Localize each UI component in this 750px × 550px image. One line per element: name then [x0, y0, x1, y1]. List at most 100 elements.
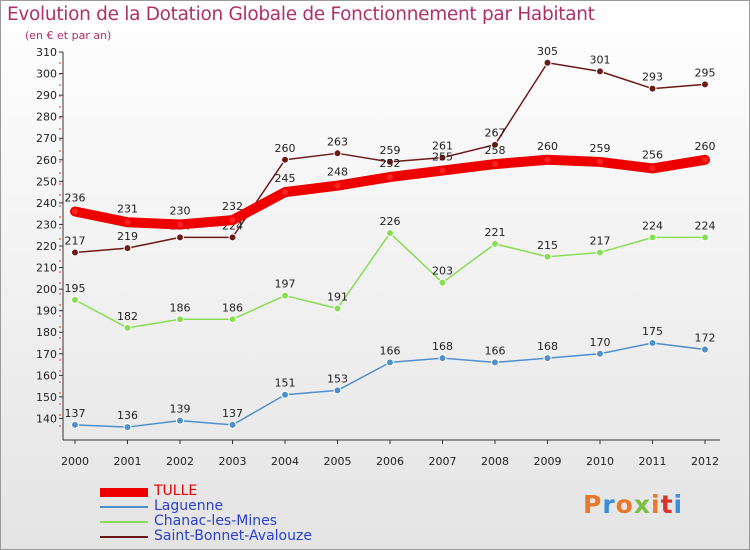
data-point — [176, 233, 184, 242]
proxiti-logo[interactable]: Proxiti — [583, 490, 683, 519]
data-point — [333, 149, 342, 158]
data-label: 172 — [695, 331, 716, 344]
data-label: 168 — [537, 340, 558, 353]
x-tick-label: 2002 — [166, 455, 194, 468]
data-label: 260 — [695, 140, 716, 153]
data-point — [229, 217, 236, 224]
x-tick-label: 2000 — [61, 455, 89, 468]
data-label: 186 — [222, 301, 243, 314]
data-label: 203 — [432, 265, 453, 278]
data-point — [71, 248, 79, 257]
data-label: 168 — [432, 340, 453, 353]
x-tick-label: 2012 — [691, 455, 719, 468]
data-point — [176, 315, 184, 324]
legend-swatch — [100, 506, 148, 508]
y-tick-label: 290 — [36, 89, 57, 102]
y-tick-label: 230 — [36, 218, 57, 231]
legend-label: TULLE — [154, 483, 198, 499]
y-tick-label: 240 — [36, 197, 57, 210]
data-point — [281, 291, 289, 300]
data-point — [386, 229, 394, 238]
data-point — [648, 233, 657, 242]
data-label: 151 — [275, 377, 296, 390]
data-label: 170 — [590, 336, 611, 349]
x-tick-label: 2008 — [481, 455, 509, 468]
data-label: 195 — [65, 282, 86, 295]
x-tick-label: 2004 — [271, 455, 299, 468]
y-tick-label: 310 — [36, 46, 57, 59]
data-point — [281, 155, 289, 164]
data-label: 295 — [695, 66, 716, 79]
data-label: 230 — [170, 204, 191, 217]
data-label: 153 — [327, 372, 348, 385]
legend-swatch — [100, 521, 148, 523]
logo-letter: t — [660, 490, 674, 519]
data-label: 252 — [380, 157, 401, 170]
y-tick-label: 200 — [36, 283, 57, 296]
y-tick-label: 220 — [36, 240, 57, 253]
data-point — [543, 58, 552, 67]
data-label: 305 — [537, 45, 558, 58]
data-point — [648, 84, 657, 93]
data-point — [123, 323, 132, 332]
data-label: 260 — [275, 142, 296, 155]
y-tick-label: 280 — [36, 111, 57, 124]
data-label: 255 — [432, 151, 453, 164]
data-point — [176, 416, 184, 425]
data-point — [491, 140, 499, 149]
data-point — [648, 339, 657, 347]
data-point — [596, 248, 604, 257]
data-label: 221 — [485, 226, 506, 239]
data-point — [228, 233, 237, 242]
data-label: 301 — [590, 53, 611, 66]
data-label: 260 — [537, 140, 558, 153]
data-label: 259 — [380, 144, 401, 157]
x-tick-label: 2005 — [324, 455, 352, 468]
data-point — [438, 153, 447, 162]
logo-letter: r — [602, 490, 616, 519]
data-point — [492, 161, 498, 168]
x-tick-label: 2011 — [639, 455, 667, 468]
x-tick-label: 2001 — [114, 455, 142, 468]
y-tick-label: 140 — [36, 412, 57, 425]
data-point — [543, 252, 552, 261]
x-tick-label: 2010 — [586, 455, 614, 468]
data-label: 224 — [642, 219, 663, 232]
x-tick-label: 2009 — [534, 455, 562, 468]
data-label: 215 — [537, 239, 558, 252]
data-label: 224 — [695, 219, 716, 232]
data-point — [543, 354, 552, 363]
data-point — [596, 67, 604, 76]
data-point — [333, 304, 342, 313]
chart-title: Evolution de la Dotation Globale de Fonc… — [7, 4, 595, 25]
data-point — [281, 390, 289, 399]
data-point — [123, 423, 132, 432]
data-point — [177, 221, 183, 228]
data-label: 231 — [117, 202, 138, 215]
data-point — [438, 354, 447, 363]
data-point — [71, 420, 79, 429]
y-tick-label: 300 — [36, 68, 57, 81]
data-label: 186 — [170, 301, 191, 314]
data-point — [701, 80, 709, 89]
y-tick-label: 260 — [36, 154, 57, 167]
data-point — [491, 239, 499, 248]
legend-swatch — [100, 536, 148, 538]
y-tick-label: 180 — [36, 326, 57, 339]
legend-swatch — [100, 487, 148, 497]
chart-subtitle: (en € et par an) — [25, 29, 112, 42]
data-point — [228, 420, 237, 429]
data-label: 245 — [275, 172, 296, 185]
data-label: 197 — [275, 278, 296, 291]
data-label: 232 — [222, 200, 243, 213]
x-tick-label: 2006 — [376, 455, 404, 468]
data-point — [333, 386, 342, 395]
data-point — [124, 219, 131, 226]
data-label: 191 — [327, 291, 348, 304]
data-label: 137 — [65, 407, 86, 420]
y-tick-label: 190 — [36, 305, 57, 318]
data-point — [701, 233, 709, 242]
data-label: 182 — [117, 310, 138, 323]
data-point — [544, 156, 551, 163]
